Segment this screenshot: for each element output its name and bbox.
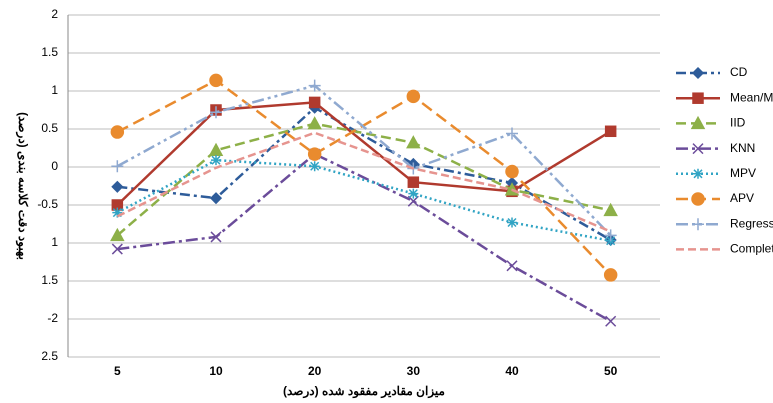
marker <box>111 160 124 173</box>
y-tick-label: -0.5 <box>37 197 58 211</box>
legend-label: KNN <box>730 141 755 155</box>
marker <box>210 106 222 119</box>
legend-item: Complete <box>676 242 773 256</box>
legend-label: Mean/Mode <box>730 90 773 104</box>
x-axis-title: میزان مقادیر مفقود شده (درصد) <box>283 384 445 399</box>
marker <box>407 176 420 188</box>
series-line <box>117 152 612 323</box>
marker <box>209 73 223 88</box>
legend-item: IID <box>676 116 746 130</box>
marker <box>605 315 617 327</box>
series-line <box>116 131 612 233</box>
marker <box>111 243 123 255</box>
marker <box>110 125 125 139</box>
legend-marker <box>690 115 706 130</box>
y-tick-label: 1.5 <box>41 273 58 287</box>
series-line <box>116 101 612 206</box>
y-tick-label: 0 <box>51 159 58 173</box>
marker <box>209 192 223 205</box>
series-line <box>116 122 611 237</box>
marker <box>406 135 421 149</box>
marker <box>309 161 320 172</box>
legend-marker <box>691 192 705 206</box>
legend-label: Complete <box>730 242 773 256</box>
marker <box>210 231 222 243</box>
marker <box>604 229 617 242</box>
legend-label: APV <box>730 191 754 205</box>
series-line <box>116 158 611 242</box>
x-tick-label: 50 <box>604 364 618 378</box>
marker <box>406 89 421 104</box>
series <box>111 96 617 211</box>
marker <box>408 188 419 199</box>
legend-item: KNN <box>676 141 755 155</box>
legend-marker <box>693 168 703 179</box>
marker <box>308 79 321 92</box>
series-line <box>116 78 612 276</box>
marker <box>307 147 322 161</box>
x-tick-label: 40 <box>505 364 519 378</box>
marker <box>603 268 618 282</box>
legend-marker <box>692 143 704 155</box>
marker <box>307 116 322 130</box>
series <box>110 73 618 282</box>
marker <box>506 260 518 272</box>
marker <box>308 96 321 109</box>
y-axis-title: بهبود دقت کلاسه بندی (درصد) <box>15 112 30 260</box>
marker <box>208 142 224 157</box>
marker <box>505 164 519 179</box>
marker <box>110 227 125 242</box>
y-tick-label: 2.5 <box>41 349 58 363</box>
y-tick-label: 1 <box>51 235 58 249</box>
marker <box>111 180 124 193</box>
legend-label: CD <box>730 65 748 79</box>
legend-item: Mean/Mode <box>676 90 773 104</box>
x-tick-label: 20 <box>308 364 322 378</box>
legend-item: MPV <box>676 166 756 180</box>
legend-label: Regression <box>730 216 773 230</box>
series <box>116 131 612 233</box>
y-tick-label: 2 <box>51 7 58 21</box>
legend-item: CD <box>676 65 748 79</box>
legend-item: APV <box>676 191 754 206</box>
legend-marker <box>692 92 704 104</box>
y-tick-label: 1 <box>51 83 58 97</box>
y-tick-label: 0.5 <box>41 121 58 135</box>
marker <box>604 125 617 138</box>
x-tick-label: 10 <box>209 364 223 378</box>
marker <box>211 155 221 166</box>
marker <box>603 202 618 217</box>
y-tick-label: -2 <box>47 311 58 325</box>
legend-marker <box>691 66 705 80</box>
legend-label: IID <box>730 116 746 130</box>
legend-marker <box>692 218 704 231</box>
legend-item: Regression <box>676 216 773 230</box>
series-line <box>116 84 612 237</box>
y-tick-label: 1.5 <box>41 45 58 59</box>
marker <box>507 217 517 228</box>
legend-label: MPV <box>730 166 756 180</box>
marker <box>112 207 123 218</box>
x-tick-label: 30 <box>407 364 421 378</box>
series <box>111 79 617 242</box>
x-tick-label: 5 <box>114 364 121 378</box>
marker <box>506 127 518 140</box>
